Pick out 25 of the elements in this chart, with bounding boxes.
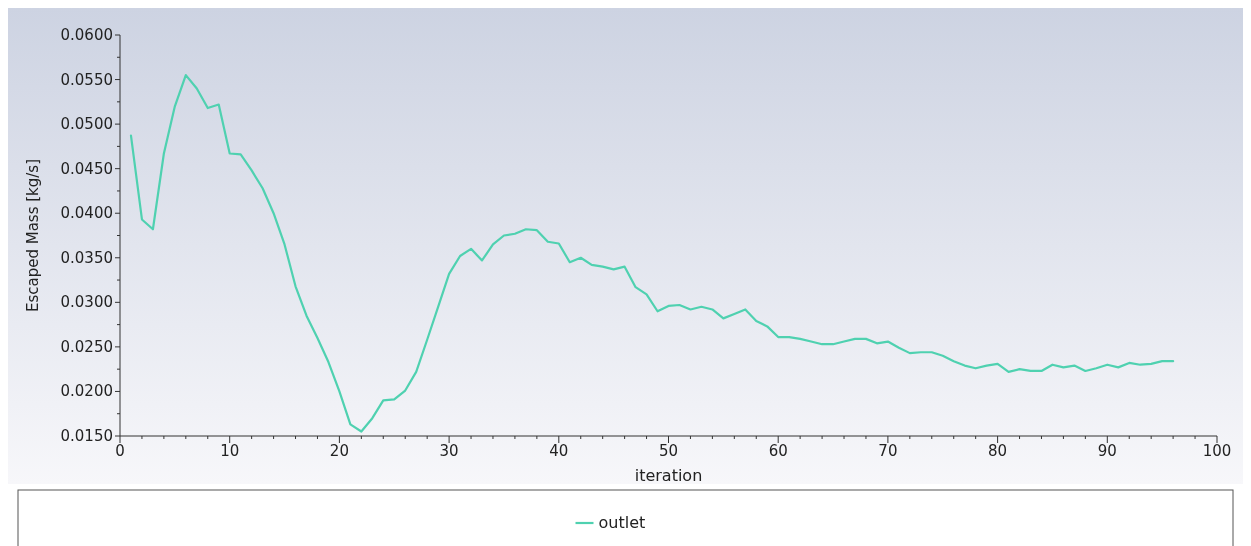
y-tick-label: 0.0350 xyxy=(60,248,113,267)
y-tick-label: 0.0400 xyxy=(60,204,113,223)
x-tick-label: 90 xyxy=(1097,442,1117,460)
x-tick-label: 40 xyxy=(549,442,569,460)
y-tick-label: 0.0250 xyxy=(60,337,113,356)
legend-label: outlet xyxy=(598,513,646,532)
y-tick-label: 0.0150 xyxy=(60,427,113,445)
y-tick-label: 0.0600 xyxy=(60,26,113,44)
x-tick-label: 20 xyxy=(329,442,349,460)
y-tick-label: 0.0500 xyxy=(60,115,113,134)
x-tick-label: 30 xyxy=(439,442,459,460)
y-tick-label: 0.0300 xyxy=(60,293,113,312)
x-tick-label: 70 xyxy=(878,442,898,460)
x-tick-label: 60 xyxy=(768,442,788,460)
y-tick-label: 0.0200 xyxy=(60,382,113,401)
y-tick-label: 0.0550 xyxy=(60,70,113,89)
x-axis-title: iteration xyxy=(634,466,703,485)
y-tick-label: 0.0450 xyxy=(60,159,113,178)
x-tick-label: 50 xyxy=(658,442,679,460)
x-tick-label: 80 xyxy=(988,442,1008,460)
y-axis-title: Escaped Mass [kg/s] xyxy=(24,158,42,313)
x-tick-label: 100 xyxy=(1202,442,1232,460)
line-series xyxy=(129,74,1175,433)
x-tick-label: 10 xyxy=(220,442,240,460)
x-tick-label: 0 xyxy=(115,442,125,460)
